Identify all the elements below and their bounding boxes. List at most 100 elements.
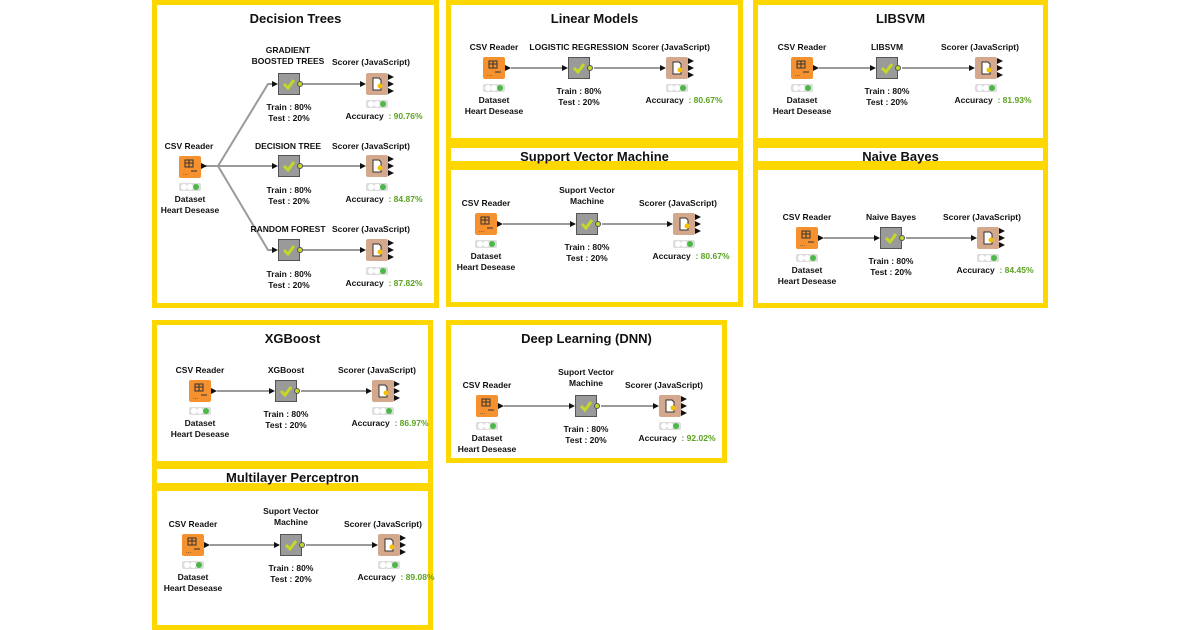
status-lights bbox=[673, 240, 695, 248]
model-port-icon[interactable] bbox=[587, 65, 593, 71]
output-port-icon[interactable] bbox=[201, 163, 207, 169]
output-ports-icon[interactable] bbox=[394, 381, 402, 401]
check-icon bbox=[579, 401, 593, 413]
scorer-node[interactable] bbox=[366, 155, 388, 177]
input-port-icon[interactable] bbox=[874, 235, 880, 241]
model-port-icon[interactable] bbox=[895, 65, 901, 71]
scorer-node[interactable] bbox=[378, 534, 400, 556]
scorer-node[interactable] bbox=[673, 213, 695, 235]
scorer-doc-icon bbox=[983, 231, 994, 245]
input-port-icon[interactable] bbox=[570, 221, 576, 227]
scorer-node[interactable] bbox=[975, 57, 997, 79]
csv-reader-node[interactable]: ... bbox=[483, 57, 505, 79]
input-port-icon[interactable] bbox=[569, 403, 575, 409]
model-port-icon[interactable] bbox=[297, 247, 303, 253]
output-ports-icon[interactable] bbox=[681, 396, 689, 416]
csv-reader-node[interactable]: ... bbox=[796, 227, 818, 249]
table-icon: ... bbox=[487, 60, 501, 78]
output-port-icon[interactable] bbox=[497, 221, 503, 227]
gradient-boosted-trees-node[interactable] bbox=[278, 73, 300, 95]
status-lights bbox=[366, 100, 388, 108]
svg-text:...: ... bbox=[479, 228, 484, 234]
output-port-icon[interactable] bbox=[498, 403, 504, 409]
status-lights bbox=[977, 254, 999, 262]
connection-line bbox=[824, 237, 874, 239]
scorer-node[interactable] bbox=[372, 380, 394, 402]
connection-line bbox=[504, 405, 569, 407]
output-ports-icon[interactable] bbox=[400, 535, 408, 555]
scorer-node[interactable] bbox=[666, 57, 688, 79]
output-ports-icon[interactable] bbox=[688, 58, 696, 78]
csv-reader-label: CSV Reader bbox=[175, 365, 225, 375]
scorer-node[interactable] bbox=[366, 73, 388, 95]
model-port-icon[interactable] bbox=[595, 221, 601, 227]
input-port-icon[interactable] bbox=[269, 388, 275, 394]
output-ports-icon[interactable] bbox=[388, 240, 396, 260]
learner-node[interactable] bbox=[275, 380, 297, 402]
svg-text:...: ... bbox=[193, 395, 198, 401]
input-port-icon[interactable] bbox=[272, 163, 278, 169]
input-port-icon[interactable] bbox=[971, 235, 977, 241]
input-port-icon[interactable] bbox=[360, 81, 366, 87]
model-port-icon[interactable] bbox=[297, 163, 303, 169]
csv-reader-node[interactable]: ... bbox=[475, 213, 497, 235]
status-lights bbox=[372, 407, 394, 415]
output-ports-icon[interactable] bbox=[388, 74, 396, 94]
check-icon bbox=[282, 79, 296, 91]
output-port-icon[interactable] bbox=[211, 388, 217, 394]
input-port-icon[interactable] bbox=[653, 403, 659, 409]
output-ports-icon[interactable] bbox=[999, 228, 1007, 248]
dataset-label: Dataset Heart Desease bbox=[456, 251, 516, 272]
connection-line bbox=[906, 237, 971, 239]
input-port-icon[interactable] bbox=[372, 542, 378, 548]
model-port-icon[interactable] bbox=[594, 403, 600, 409]
csv-reader-node[interactable]: ... bbox=[476, 395, 498, 417]
learner-node[interactable] bbox=[876, 57, 898, 79]
input-port-icon[interactable] bbox=[870, 65, 876, 71]
input-port-icon[interactable] bbox=[660, 65, 666, 71]
input-port-icon[interactable] bbox=[360, 163, 366, 169]
csv-reader-node[interactable]: ... bbox=[189, 380, 211, 402]
output-ports-icon[interactable] bbox=[695, 214, 703, 234]
model-port-icon[interactable] bbox=[299, 542, 305, 548]
output-ports-icon[interactable] bbox=[388, 156, 396, 176]
table-icon: ... bbox=[186, 537, 200, 555]
csv-reader-node[interactable]: ... bbox=[182, 534, 204, 556]
input-port-icon[interactable] bbox=[272, 81, 278, 87]
model-port-icon[interactable] bbox=[297, 81, 303, 87]
input-port-icon[interactable] bbox=[667, 221, 673, 227]
model-port-icon[interactable] bbox=[294, 388, 300, 394]
check-icon bbox=[282, 161, 296, 173]
model-port-icon[interactable] bbox=[899, 235, 905, 241]
input-port-icon[interactable] bbox=[274, 542, 280, 548]
input-port-icon[interactable] bbox=[969, 65, 975, 71]
output-port-icon[interactable] bbox=[813, 65, 819, 71]
train-test-label: Train : 80% Test : 20% bbox=[268, 563, 314, 584]
output-ports-icon[interactable] bbox=[997, 58, 1005, 78]
input-port-icon[interactable] bbox=[562, 65, 568, 71]
input-port-icon[interactable] bbox=[272, 247, 278, 253]
csv-reader-node[interactable]: ... bbox=[791, 57, 813, 79]
scorer-node[interactable] bbox=[366, 239, 388, 261]
decision-tree-node[interactable] bbox=[278, 155, 300, 177]
input-port-icon[interactable] bbox=[366, 388, 372, 394]
output-port-icon[interactable] bbox=[818, 235, 824, 241]
panel-multilayer-perceptron bbox=[152, 486, 433, 630]
scorer-node[interactable] bbox=[977, 227, 999, 249]
panel-title: Linear Models bbox=[550, 11, 639, 26]
output-port-icon[interactable] bbox=[204, 542, 210, 548]
scorer-doc-icon bbox=[372, 243, 383, 257]
status-lights bbox=[796, 254, 818, 262]
panel-support-vector-machine bbox=[446, 165, 743, 307]
panel-title: XGBoost bbox=[264, 331, 321, 346]
connection-line bbox=[503, 223, 570, 225]
csv-reader-node[interactable]: ... bbox=[179, 156, 201, 178]
train-test-label: Train : 80% Test : 20% bbox=[266, 102, 312, 123]
accuracy-label: Accuracy : 81.93% bbox=[954, 95, 1032, 105]
scorer-node[interactable] bbox=[659, 395, 681, 417]
accuracy-label: Accuracy : 89.08% bbox=[357, 572, 435, 582]
input-port-icon[interactable] bbox=[360, 247, 366, 253]
output-port-icon[interactable] bbox=[505, 65, 511, 71]
table-icon: ... bbox=[479, 216, 493, 234]
dataset-label: Dataset Heart Desease bbox=[772, 95, 832, 116]
